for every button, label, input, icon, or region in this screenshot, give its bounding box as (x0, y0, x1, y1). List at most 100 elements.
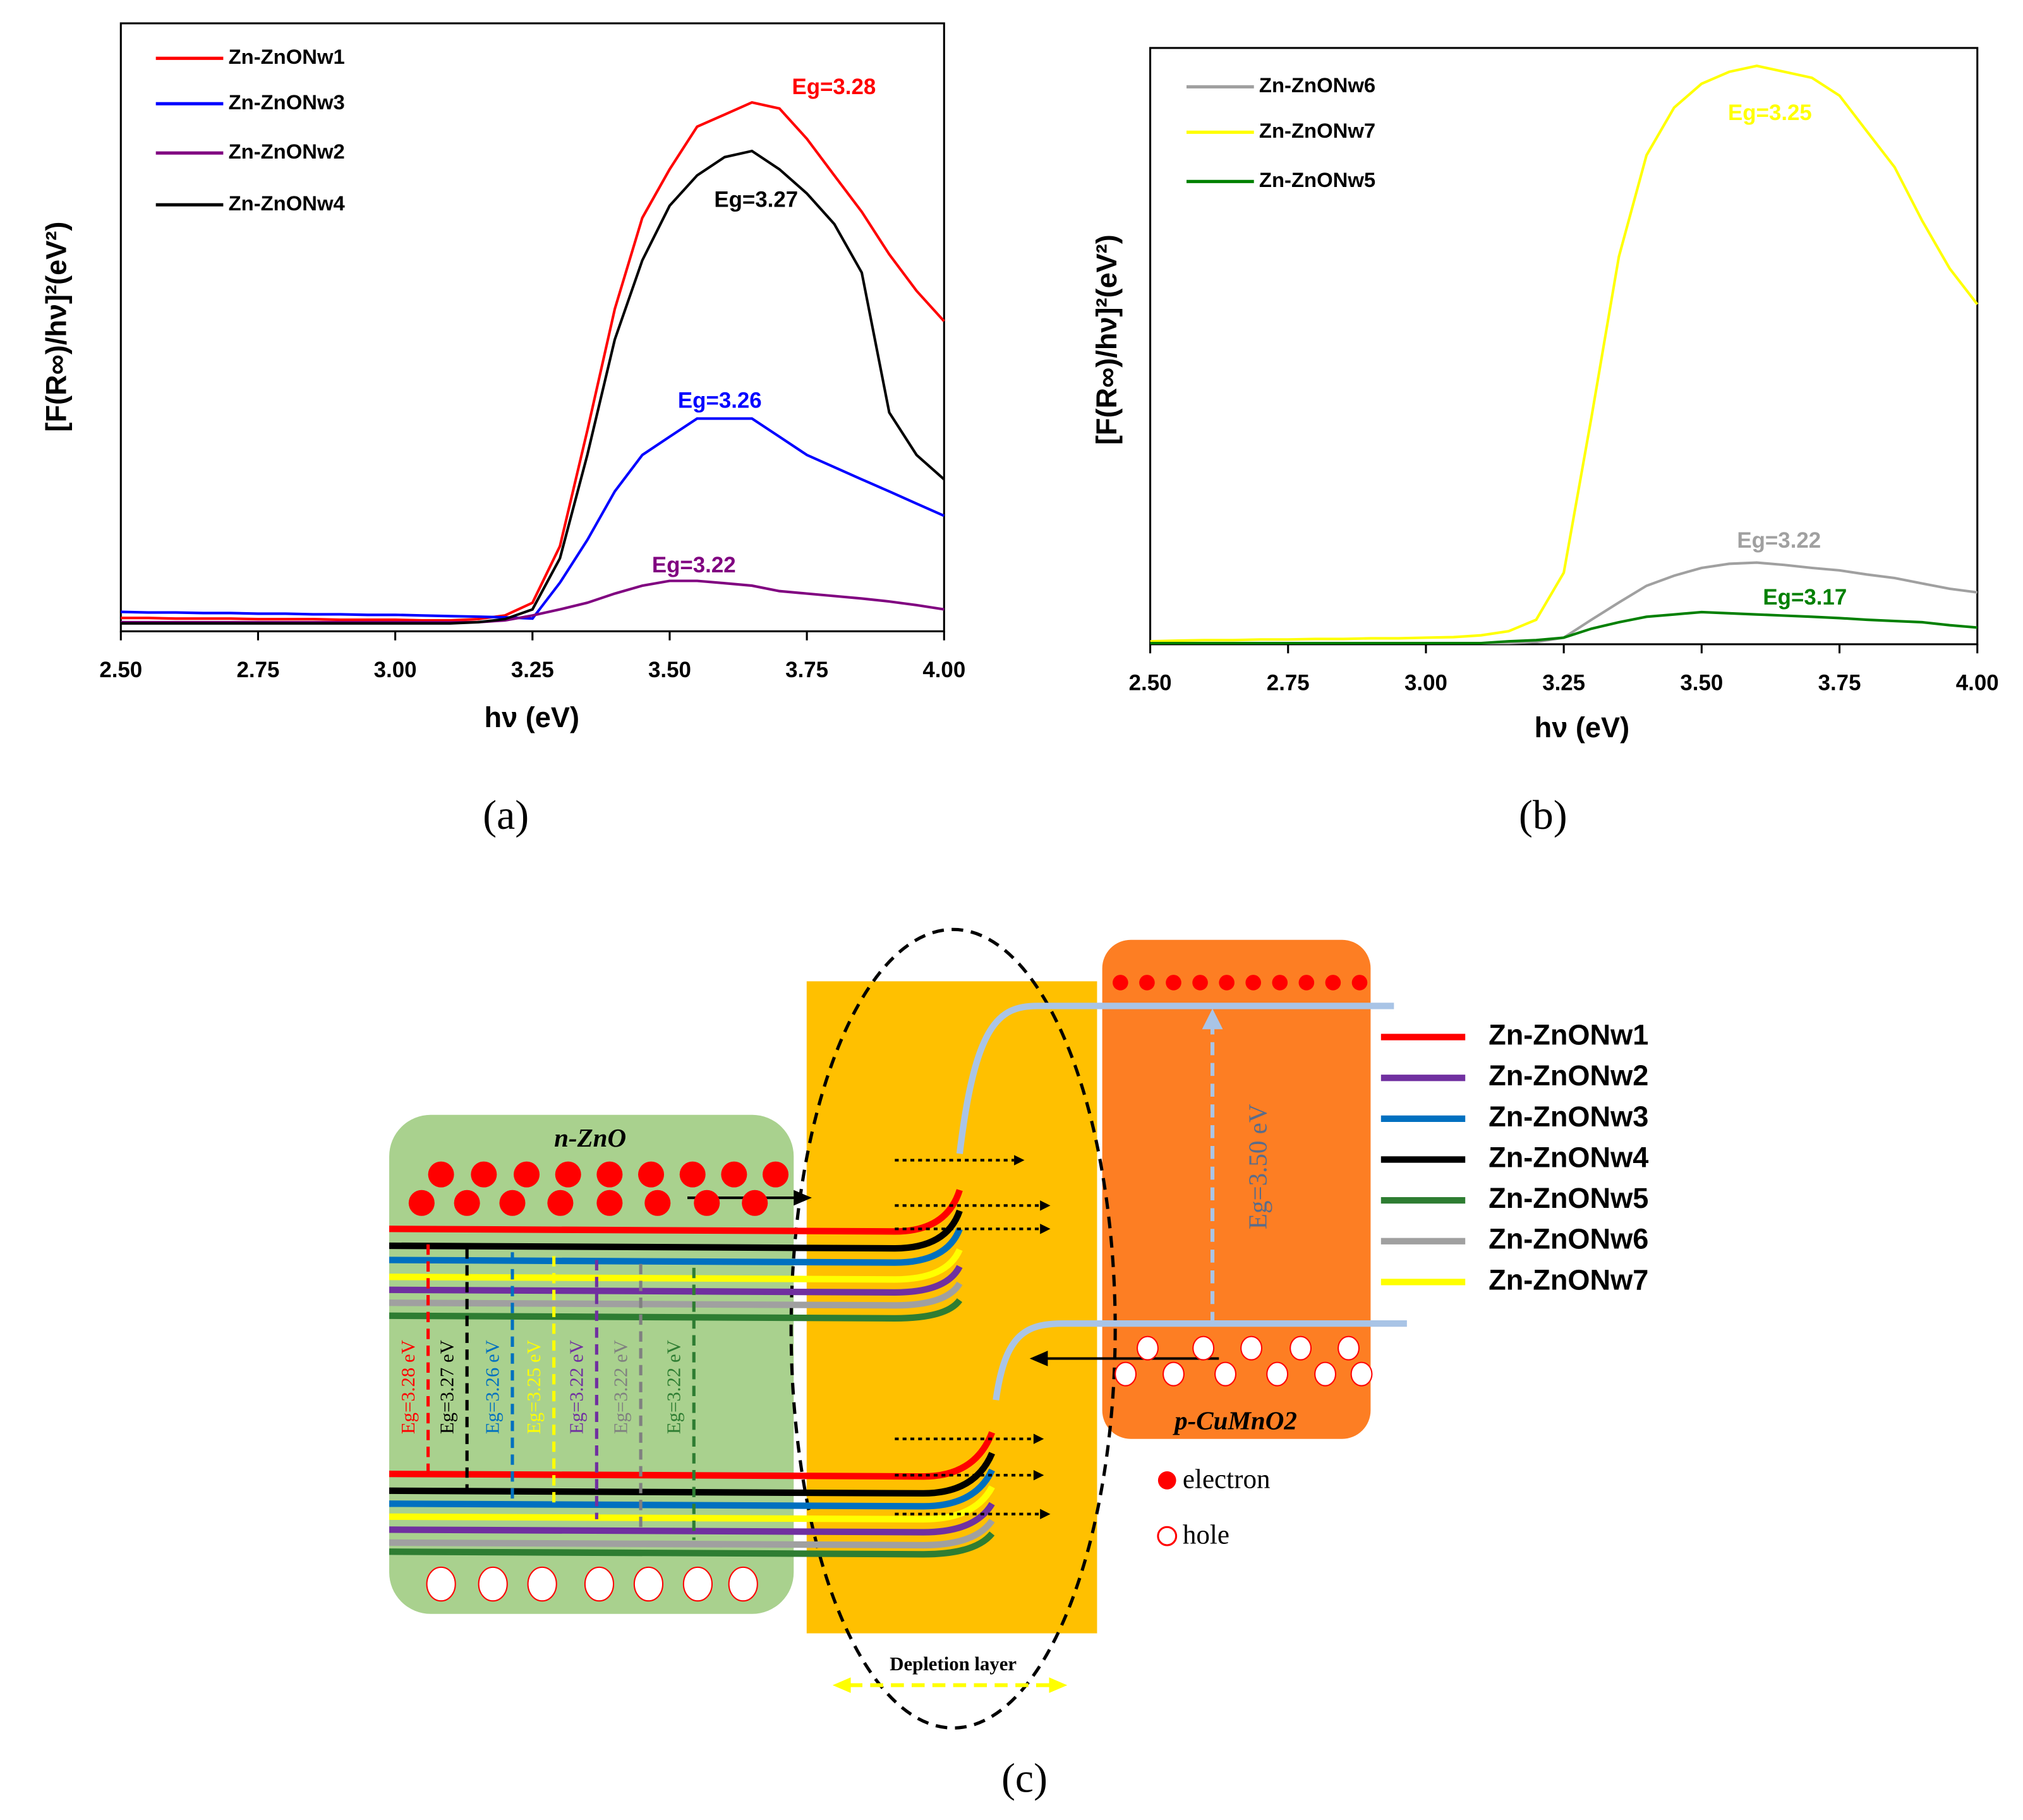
p-valence-band (993, 1320, 1407, 1401)
conduction-band (389, 1248, 963, 1283)
hole-key (1157, 1526, 1178, 1546)
legend-label: Zn-ZnONw1 (1489, 1019, 1648, 1051)
x-tick-label: 3.00 (1404, 671, 1447, 696)
p-gap-label: Eg=3.50 eV (1243, 1104, 1272, 1229)
legend-label: Zn-ZnONw3 (229, 90, 345, 114)
annotation: Eg=3.22 (1737, 528, 1821, 553)
electron-dot (514, 1161, 540, 1188)
y-axis-label: [F(R∞)/hν]²(eV²) (40, 222, 73, 432)
valence-band (389, 1485, 995, 1523)
legend-label: Zn-ZnONw4 (1489, 1141, 1648, 1173)
n-region-label: n-ZnO (554, 1123, 626, 1152)
data-line (1150, 610, 1978, 645)
x-tick-label: 4.00 (922, 658, 965, 682)
hole-dot (426, 1566, 456, 1602)
hole-dot (1240, 1335, 1263, 1361)
electron-dot (408, 1190, 435, 1216)
gap-label: Eg=3.26 eV (481, 1340, 503, 1434)
legend-label: Zn-ZnONw1 (229, 45, 345, 68)
annotation: Eg=3.25 (1728, 100, 1812, 125)
data-line (121, 149, 945, 625)
electron-label: electron (1183, 1464, 1271, 1494)
electron-dot (721, 1161, 747, 1188)
hole-dot (1338, 1335, 1360, 1361)
conduction-band (389, 1227, 963, 1266)
x-tick-label: 2.50 (1129, 671, 1172, 696)
hole-dot (1214, 1361, 1237, 1387)
hole-label: hole (1183, 1521, 1229, 1550)
annotation: Eg=3.28 (792, 75, 876, 99)
x-tick-label: 3.25 (511, 658, 554, 682)
x-axis-label: hν (eV) (485, 701, 579, 733)
hole-dot (633, 1566, 664, 1602)
electron-dot (1325, 975, 1341, 991)
electron-dot (679, 1161, 706, 1188)
electron-dot (1245, 975, 1262, 991)
x-tick-label: 2.50 (99, 658, 142, 682)
x-tick-label: 3.50 (1680, 671, 1723, 696)
data-line (121, 417, 945, 620)
panel-label: (b) (1519, 792, 1567, 838)
depletion-arrowheads (832, 1677, 1068, 1693)
conduction-band (389, 1265, 963, 1296)
carriers (408, 975, 1373, 1602)
valence-band (389, 1502, 995, 1536)
annotation: Eg=3.22 (652, 553, 736, 577)
legend-label: Zn-ZnONw6 (1259, 73, 1375, 97)
electron-dot (742, 1190, 768, 1216)
gap-label: Eg=3.22 eV (610, 1340, 631, 1434)
drift-arrowhead (1014, 1155, 1025, 1166)
annotation: Eg=3.17 (1763, 585, 1847, 610)
electron-dot (1298, 975, 1315, 991)
electron-dot (1113, 975, 1128, 991)
conduction-band (389, 1298, 963, 1322)
conduction-band (389, 1209, 963, 1252)
electron-key (1157, 1471, 1176, 1490)
hole-dot (1266, 1361, 1289, 1387)
x-tick-label: 3.25 (1542, 671, 1585, 696)
plot-frame (119, 22, 945, 632)
gap-label: Eg=3.25 eV (523, 1340, 545, 1434)
electron-dot (547, 1190, 574, 1216)
y-axis-label: [F(R∞)/hν]²(eV²) (1090, 234, 1123, 445)
legend-label: Zn-ZnONw4 (229, 191, 346, 215)
legend-label: Zn-ZnONw7 (1489, 1263, 1648, 1296)
electron-dot (694, 1190, 720, 1216)
valence-band (389, 1531, 995, 1558)
x-tick-label: 3.75 (785, 658, 828, 682)
electron-dot (1192, 975, 1208, 991)
electron-dot (555, 1161, 581, 1188)
hole-dot (1162, 1361, 1185, 1387)
electron-dot (471, 1161, 497, 1188)
hole-dot (1137, 1335, 1159, 1361)
x-tick-label: 3.75 (1818, 671, 1861, 696)
electron-arrowhead (794, 1190, 812, 1206)
electron-dot (1139, 975, 1155, 991)
electron-dot (499, 1190, 526, 1216)
legend-label: Zn-ZnONw5 (1489, 1182, 1648, 1214)
gap-label: Eg=3.22 eV (663, 1340, 685, 1434)
legend-label: Zn-ZnONw2 (229, 140, 345, 163)
electron-dot (428, 1161, 454, 1188)
legend-label: Zn-ZnONw2 (1489, 1059, 1648, 1092)
valence-band (389, 1452, 995, 1497)
conduction-band (389, 1281, 963, 1309)
electron-dot (644, 1190, 671, 1216)
drift-arrowhead (1033, 1469, 1044, 1481)
legend-label: Zn-ZnONw5 (1259, 168, 1375, 191)
hole-dot (1350, 1361, 1373, 1387)
hole-dot (1289, 1335, 1312, 1361)
electron-dot (1272, 975, 1288, 991)
electron-dot (638, 1161, 665, 1188)
annotation: Eg=3.26 (678, 388, 762, 413)
gap-label: Eg=3.27 eV (436, 1340, 457, 1434)
data-line (121, 100, 945, 622)
electron-dot (763, 1161, 789, 1188)
gap-label: Eg=3.28 eV (397, 1340, 419, 1434)
drift-arrowhead (1040, 1200, 1051, 1211)
p-cumno2-region (1102, 939, 1371, 1439)
x-tick-label: 2.75 (237, 658, 280, 682)
x-tick-label: 4.00 (1956, 671, 1999, 696)
conduction-band (389, 1189, 963, 1235)
p-region-label: p-CuMnO2 (1173, 1406, 1297, 1435)
